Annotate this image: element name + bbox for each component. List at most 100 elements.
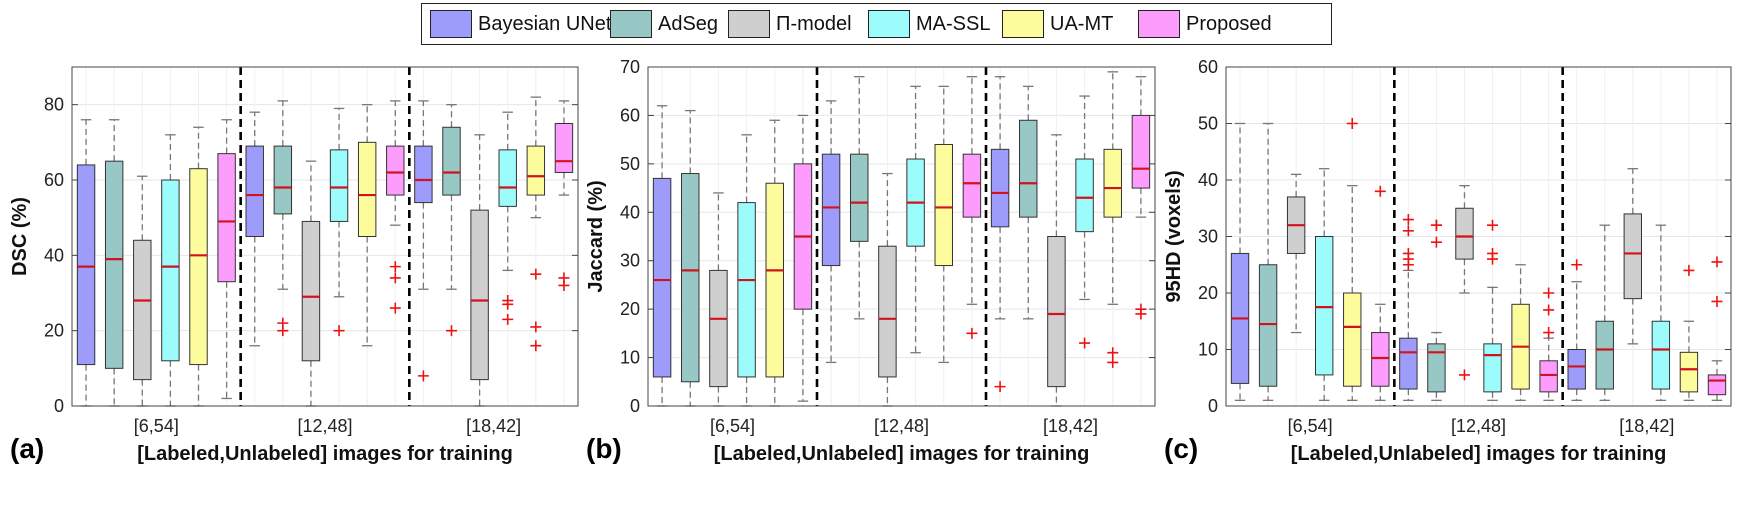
box xyxy=(681,173,700,383)
outlier-marker xyxy=(530,268,542,280)
legend-item-adseg: AdSeg xyxy=(610,4,718,44)
outlier-marker xyxy=(994,381,1006,393)
legend-swatch-ma-ssl xyxy=(868,10,910,38)
legend-label: UA-MT xyxy=(1050,12,1114,35)
y-tick-label: 10 xyxy=(620,348,640,368)
x-tick-label: [12,48] xyxy=(1451,416,1506,436)
x-tick-label: [6,54] xyxy=(134,416,179,436)
outlier-marker xyxy=(1683,264,1695,276)
box xyxy=(1314,236,1334,376)
y-tick-label: 60 xyxy=(1198,57,1218,77)
y-tick-label: 30 xyxy=(620,251,640,271)
box xyxy=(1019,119,1038,218)
y-axis-label: 95HD (voxels) xyxy=(1163,170,1185,302)
box xyxy=(737,202,756,378)
box xyxy=(301,220,321,362)
box xyxy=(850,153,869,242)
legend-label: Proposed xyxy=(1186,12,1272,35)
outlier-marker xyxy=(1487,219,1499,231)
box xyxy=(990,148,1010,228)
outlier-marker xyxy=(966,327,978,339)
outlier-marker xyxy=(558,279,570,291)
box xyxy=(1371,332,1390,387)
outlier-marker xyxy=(1543,327,1555,339)
outlier-marker xyxy=(1458,369,1470,381)
box xyxy=(273,145,293,215)
y-tick-label: 50 xyxy=(1198,114,1218,134)
box xyxy=(554,123,574,173)
outlier-marker xyxy=(1346,118,1358,129)
legend-item-bayesian-unet: Bayesian UNet xyxy=(430,4,611,44)
box xyxy=(1075,158,1094,233)
box xyxy=(821,153,841,267)
y-tick-label: 0 xyxy=(1208,396,1218,416)
y-tick-label: 20 xyxy=(1198,283,1218,303)
outlier-marker xyxy=(1430,219,1442,231)
y-tick-label: 40 xyxy=(44,245,64,265)
outlier-marker xyxy=(1107,347,1119,359)
y-axis-label: DSC (%) xyxy=(9,197,31,276)
legend-item-ma-ssl: MA-SSL xyxy=(868,4,990,44)
box xyxy=(104,160,124,369)
box xyxy=(498,149,517,207)
box xyxy=(189,168,208,366)
box xyxy=(217,153,236,283)
outlier-marker xyxy=(502,313,514,325)
x-tick-label: [6,54] xyxy=(710,416,755,436)
y-tick-label: 20 xyxy=(620,299,640,319)
box xyxy=(1483,343,1502,393)
y-tick-label: 40 xyxy=(1198,170,1218,190)
y-tick-label: 50 xyxy=(620,154,640,174)
outlier-marker xyxy=(1571,259,1583,271)
outlier-marker xyxy=(1543,287,1555,299)
box xyxy=(329,149,349,222)
box xyxy=(1651,320,1671,390)
y-tick-label: 40 xyxy=(620,202,640,222)
box xyxy=(652,177,672,378)
box xyxy=(878,245,897,378)
outlier-marker xyxy=(530,321,542,333)
box xyxy=(1047,236,1066,388)
outlier-marker xyxy=(1487,253,1499,265)
box xyxy=(76,164,96,366)
outlier-marker xyxy=(1430,236,1442,248)
box xyxy=(133,239,152,381)
box xyxy=(962,153,982,218)
outlier-marker xyxy=(417,370,429,382)
outlier-marker xyxy=(1711,256,1723,268)
plot-area xyxy=(648,67,1155,406)
box xyxy=(934,143,953,267)
outlier-marker xyxy=(1374,185,1386,197)
outlier-marker xyxy=(1135,308,1147,320)
box xyxy=(1103,148,1122,218)
outlier-marker xyxy=(530,340,542,352)
box xyxy=(357,141,377,237)
outlier-marker xyxy=(502,298,514,310)
x-tick-label: [18,42] xyxy=(1619,416,1674,436)
box xyxy=(470,209,489,381)
plot-area xyxy=(72,67,578,406)
plot-border xyxy=(647,66,1156,407)
box xyxy=(1623,213,1643,300)
legend-swatch-pi-model xyxy=(728,10,770,38)
y-axis-label: Jaccard (%) xyxy=(585,180,607,292)
box xyxy=(414,145,433,204)
box xyxy=(442,126,461,196)
y-tick-label: 60 xyxy=(44,170,64,190)
legend: Bayesian UNet AdSeg Π-model MA-SSL UA-MT… xyxy=(421,3,1332,45)
box xyxy=(1679,351,1699,393)
box xyxy=(1399,337,1418,390)
panel-label: (a) xyxy=(10,433,44,464)
legend-label: Bayesian UNet xyxy=(478,12,612,35)
outlier-marker xyxy=(277,325,289,337)
outlier-marker xyxy=(446,325,457,337)
outlier-marker xyxy=(1543,304,1555,316)
legend-swatch-bayesian-unet xyxy=(430,10,472,38)
box xyxy=(1258,264,1278,387)
outlier-marker xyxy=(1107,356,1119,368)
box xyxy=(765,182,784,378)
x-axis-label: [Labeled,Unlabeled] images for training xyxy=(1291,443,1667,465)
box xyxy=(1455,207,1474,260)
outlier-marker xyxy=(389,272,401,284)
